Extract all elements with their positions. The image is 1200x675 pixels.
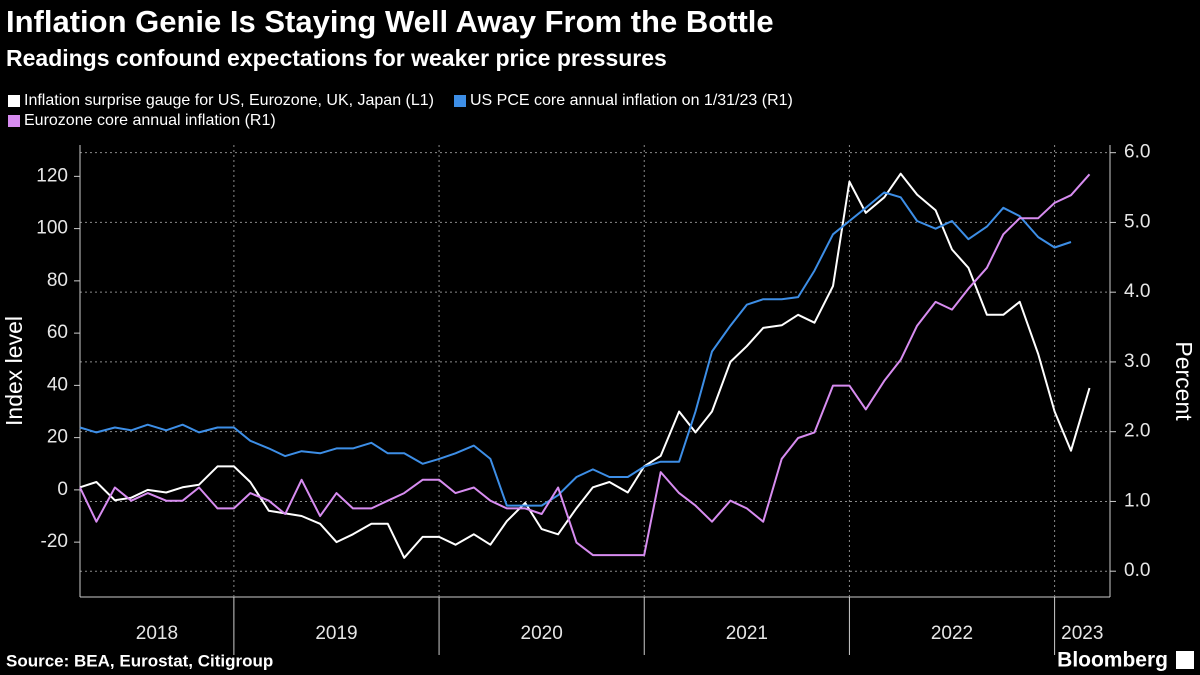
x-tick-label: 2022 [931, 623, 973, 644]
chart-title: Inflation Genie Is Staying Well Away Fro… [6, 4, 774, 39]
series-line [79, 172, 1091, 559]
x-tick-label: 2021 [726, 623, 768, 644]
y2-tick-label: 5.0 [1124, 211, 1150, 232]
y-tick-label: 20 [47, 427, 68, 448]
legend-swatch [8, 95, 20, 107]
y2-tick-label: 4.0 [1124, 281, 1150, 302]
y2-tick-label: 3.0 [1124, 351, 1150, 372]
legend-swatch [8, 115, 20, 127]
source-note: Source: BEA, Eurostat, Citigroup [6, 651, 273, 670]
x-tick-label: 2023 [1061, 623, 1103, 644]
y-tick-label: 80 [47, 270, 68, 291]
chart-subtitle: Readings confound expectations for weake… [6, 45, 667, 71]
y2-axis-label: Percent [1171, 341, 1197, 421]
x-tick-label: 2018 [136, 623, 178, 644]
series-line [79, 191, 1072, 507]
x-tick-label: 2019 [315, 623, 357, 644]
x-tick-label: 2020 [521, 623, 563, 644]
y-tick-label: 40 [47, 374, 68, 395]
brand-icon [1176, 651, 1194, 669]
y-tick-label: 60 [47, 322, 68, 343]
legend-swatch [454, 95, 466, 107]
y-tick-label: 100 [36, 218, 68, 239]
legend-label: Inflation surprise gauge for US, Eurozon… [24, 92, 434, 109]
y-tick-label: -20 [41, 531, 68, 552]
y-tick-label: 120 [36, 165, 68, 186]
legend-label: US PCE core annual inflation on 1/31/23 … [470, 92, 793, 109]
y2-tick-label: 1.0 [1124, 490, 1150, 511]
legend-label: Eurozone core annual inflation (R1) [24, 112, 276, 129]
y2-tick-label: 2.0 [1124, 421, 1150, 442]
y-axis-label: Index level [1, 316, 27, 426]
y2-tick-label: 0.0 [1124, 560, 1150, 581]
y-tick-label: 0 [57, 479, 68, 500]
y2-tick-label: 6.0 [1124, 142, 1150, 163]
brand: Bloomberg [1057, 649, 1168, 672]
series-line [79, 173, 1091, 557]
